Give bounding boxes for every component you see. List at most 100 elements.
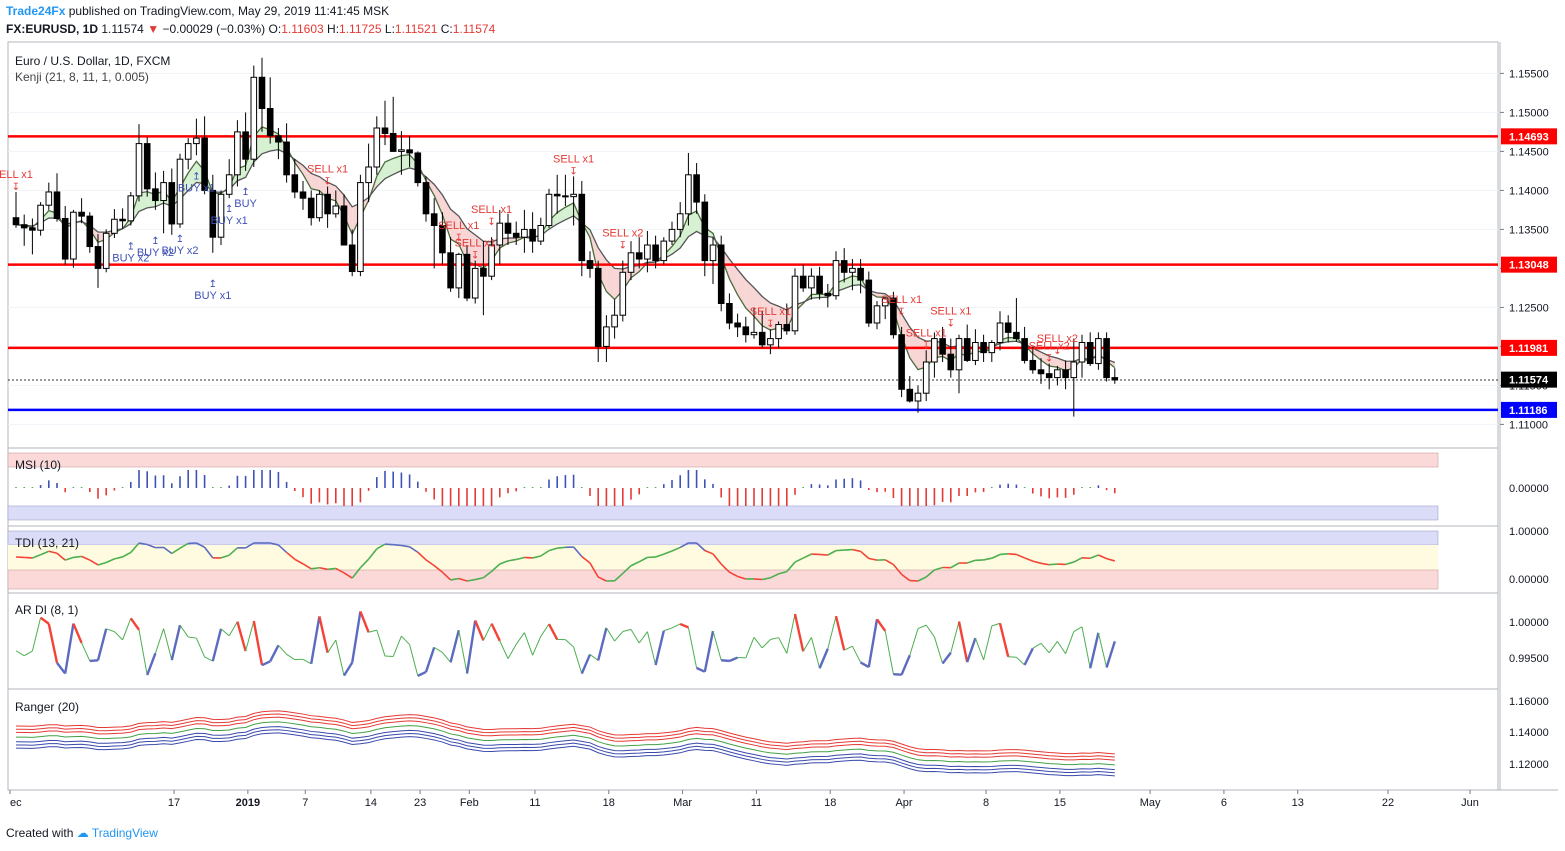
tdi-line-segment — [89, 559, 99, 566]
tdi-line-segment — [589, 562, 599, 578]
tdi-line-segment — [499, 560, 509, 565]
tdi-line-segment — [475, 576, 484, 581]
ranger-line — [15, 713, 1115, 758]
tdi-line-segment — [277, 544, 288, 554]
ardi-line-segment — [909, 628, 919, 656]
tdi-lower-band — [7, 569, 1439, 590]
ardi-line-segment — [703, 630, 715, 672]
sell-signal-label: SELL x2 — [1037, 333, 1078, 345]
ranger-line — [15, 721, 1115, 766]
candle-body — [717, 244, 725, 304]
candle-body — [1103, 338, 1110, 379]
tdi-line-segment — [1040, 562, 1050, 566]
candle-body — [742, 326, 750, 336]
close-label: C: — [440, 22, 453, 36]
candle-body — [389, 132, 397, 152]
tdi-line-segment — [1098, 554, 1107, 560]
tdi-line-segment — [146, 543, 156, 549]
ardi-line-segment — [671, 623, 681, 629]
tdi-line-segment — [630, 561, 640, 567]
candle-body — [1070, 361, 1078, 379]
tdi-line-segment — [892, 564, 903, 575]
candle-body — [996, 322, 1004, 343]
candle-body — [504, 222, 512, 234]
tdi-title: TDI (13, 21) — [15, 536, 79, 550]
x-tick-label: 11 — [751, 797, 762, 809]
candle-body — [512, 232, 520, 238]
tdi-line-segment — [130, 542, 140, 553]
ardi-line-segment — [851, 645, 862, 663]
sell-signal-label: SELL x2 — [1029, 341, 1070, 353]
candle-body — [37, 204, 44, 231]
sell-arrow-icon: ↧ — [1045, 354, 1053, 365]
kenji-cloud-segment — [434, 184, 443, 215]
tdi-line-segment — [614, 572, 624, 582]
buy-arrow-icon: ↥ — [225, 204, 233, 215]
tradingview-brand[interactable]: TradingView — [91, 826, 158, 840]
y-tick-label: 1.12000 — [1509, 759, 1549, 771]
ardi-line-segment — [974, 637, 985, 661]
candle-body — [307, 197, 315, 219]
candle-body — [1045, 373, 1053, 379]
sell-signal-label: SELL x1 — [553, 153, 594, 165]
y-tick-label: 1.11000 — [1509, 419, 1548, 431]
x-tick-label: 15 — [1054, 797, 1066, 809]
candle-body — [652, 244, 659, 262]
ardi-line-segment — [957, 621, 969, 663]
ardi-line-segment — [646, 631, 657, 666]
ardi-line-segment — [679, 622, 689, 629]
ardi-line-segment — [663, 627, 673, 632]
ardi-line-segment — [802, 637, 812, 652]
tdi-line-segment — [97, 561, 107, 566]
candle-body — [1004, 322, 1012, 333]
x-tick-label: 18 — [603, 797, 615, 809]
tdi-line-segment — [56, 552, 66, 561]
price-label-box — [1501, 371, 1557, 388]
ardi-line-segment — [392, 635, 402, 657]
publish-line: Trade24Fx published on TradingView.com, … — [6, 4, 389, 18]
kenji-cloud-segment — [672, 235, 681, 255]
close-value: 1.11574 — [452, 22, 496, 36]
candle-body — [529, 228, 536, 242]
candle-body — [545, 193, 553, 227]
kenji-cloud-segment — [188, 161, 197, 191]
tdi-line-segment — [81, 555, 91, 561]
candle-body — [627, 252, 635, 273]
ardi-line-segment — [81, 642, 91, 662]
ardi-line-segment — [834, 615, 846, 651]
x-tick-label: 8 — [983, 797, 989, 809]
kenji-cloud-segment — [303, 165, 312, 189]
tdi-line-segment — [696, 542, 706, 552]
tdi-line-segment — [712, 553, 722, 565]
candle-body — [266, 108, 274, 137]
tdi-line-segment — [343, 572, 353, 579]
tdi-line-segment — [105, 558, 115, 564]
y-tick-label: 1.14000 — [1509, 727, 1549, 739]
tdi-line-segment — [122, 551, 132, 558]
ardi-line-segment — [605, 627, 616, 642]
candle-body — [537, 225, 545, 242]
kenji-cloud-segment — [385, 158, 394, 179]
publisher-name[interactable]: Trade24Fx — [6, 4, 66, 18]
ardi-line-segment — [622, 628, 632, 633]
ardi-line-segment — [1056, 641, 1067, 655]
candle-body — [45, 191, 53, 206]
tdi-line-segment — [196, 542, 205, 548]
tdi-line-segment — [671, 546, 681, 552]
ardi-line-segment — [1081, 626, 1091, 669]
candle-body — [217, 193, 225, 238]
ranger-line — [15, 729, 1115, 774]
ardi-line-segment — [778, 637, 788, 654]
ardi-line-segment — [163, 628, 173, 661]
candle-body — [734, 322, 741, 328]
kenji-cloud-segment — [770, 302, 779, 331]
kenji-cloud-segment — [508, 237, 517, 244]
x-tick-label: 13 — [1292, 797, 1304, 809]
tdi-line-segment — [1024, 557, 1034, 562]
tdi-line-segment — [1049, 563, 1058, 566]
ardi-line-segment — [359, 611, 370, 633]
symbol-label: FX:EURUSD, 1D — [6, 22, 99, 36]
pane-border — [7, 688, 1499, 791]
sell-signal-label: SELL x1 — [471, 204, 512, 216]
